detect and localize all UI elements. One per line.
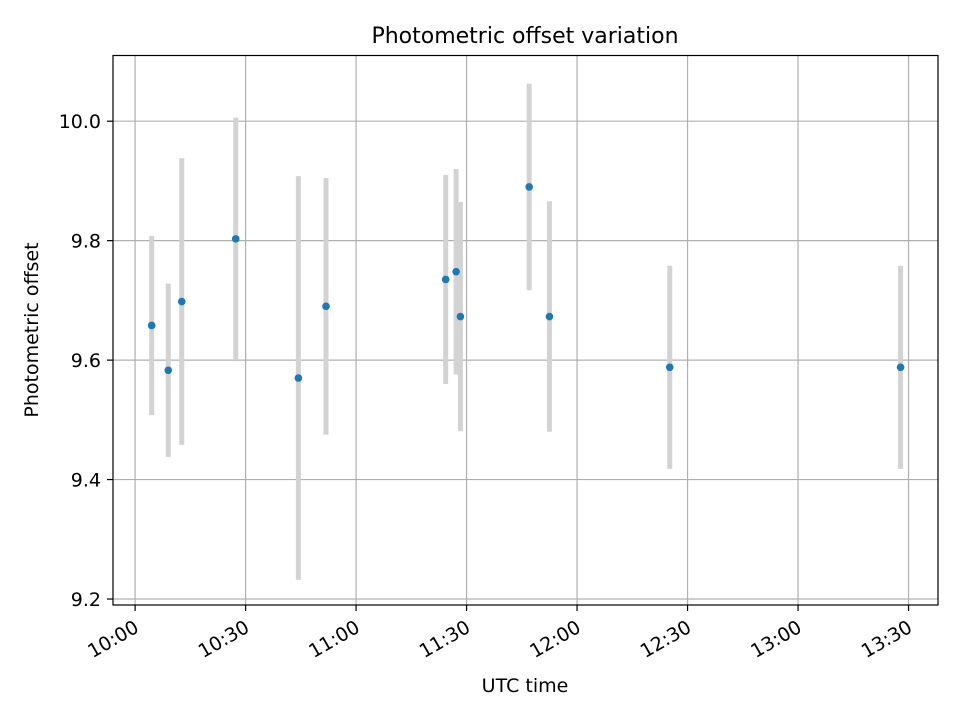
x-axis-label: UTC time: [482, 675, 569, 697]
data-point: [665, 363, 674, 372]
data-points: [147, 183, 905, 382]
grid: [113, 55, 938, 605]
data-point: [452, 267, 460, 276]
data-point: [294, 374, 303, 382]
y-tick-label: 9.4: [71, 470, 101, 492]
data-point: [164, 366, 173, 375]
y-axis-label: Photometric offset: [21, 242, 43, 417]
y-axis-ticks: 9.2 9.4 9.6 9.8 10.0: [59, 111, 113, 611]
chart-title: Photometric offset variation: [371, 24, 678, 49]
y-tick-label: 9.2: [71, 589, 101, 611]
data-point: [177, 297, 186, 306]
data-point: [147, 321, 156, 330]
y-tick-label: 9.8: [71, 231, 101, 253]
plot-frame: [112, 54, 939, 606]
data-point: [545, 312, 554, 321]
data-point: [525, 183, 533, 191]
y-tick-label: 9.6: [71, 350, 101, 372]
y-tick-label: 10.0: [59, 111, 101, 133]
data-point: [231, 235, 240, 243]
data-point: [456, 312, 465, 321]
data-point: [322, 302, 330, 311]
data-point: [896, 363, 905, 372]
data-point: [441, 275, 450, 284]
